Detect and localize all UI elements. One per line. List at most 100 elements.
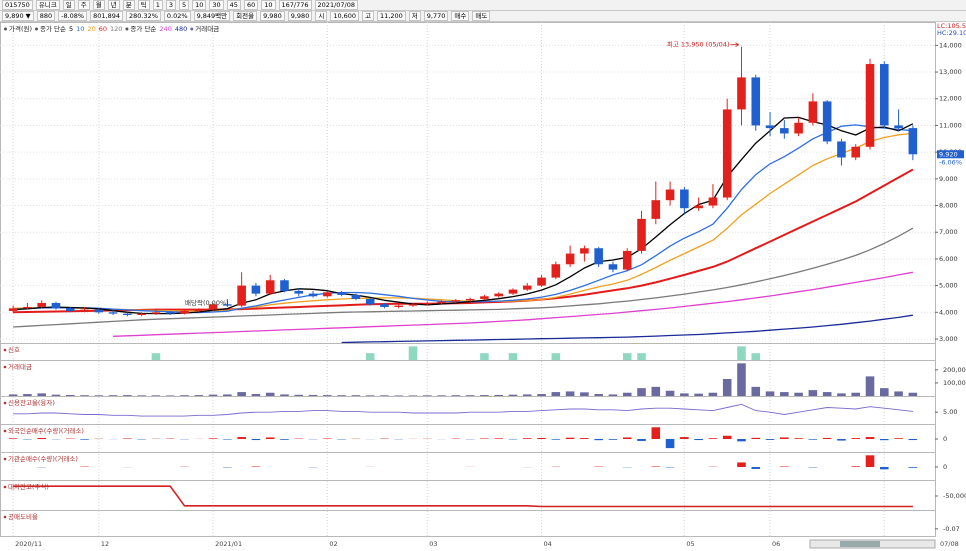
toolbar-button[interactable]: 10 <box>261 0 276 10</box>
bar <box>808 390 818 396</box>
bar <box>680 393 689 396</box>
candle-body <box>794 122 803 134</box>
bar <box>622 392 632 396</box>
candle-body <box>80 309 89 311</box>
candle-body <box>837 141 846 158</box>
candle-body <box>751 77 761 126</box>
bar <box>522 438 532 439</box>
bar <box>737 346 746 360</box>
bar <box>765 391 775 396</box>
candle-body <box>622 250 632 270</box>
bar <box>151 395 161 396</box>
bar <box>665 390 675 396</box>
bar <box>680 437 689 439</box>
x-tick-label: 03 <box>429 540 437 548</box>
panel-frame <box>0 452 936 481</box>
bar <box>365 395 375 396</box>
bar <box>51 394 61 396</box>
toolbar-button[interactable]: 45 <box>226 0 241 10</box>
candle-body <box>137 313 146 315</box>
toolbar-button[interactable]: 015750 <box>2 0 33 10</box>
toolbar-button[interactable]: 2021/07/08 <box>314 0 358 10</box>
bar <box>522 394 532 396</box>
candle-body <box>280 280 289 291</box>
bar <box>780 437 789 439</box>
candle-body <box>694 205 703 209</box>
bar <box>337 395 346 396</box>
candle-body <box>37 302 46 307</box>
panel-dot <box>3 485 7 489</box>
candle-body <box>765 125 775 129</box>
legend-dot <box>35 27 39 31</box>
bar <box>880 467 889 470</box>
bar <box>8 394 18 396</box>
toolbar-button[interactable]: 5 <box>178 0 190 10</box>
candle-body <box>251 285 261 294</box>
bar <box>651 466 661 467</box>
toolbar-button[interactable]: 1 <box>152 0 163 10</box>
bar <box>323 438 332 439</box>
x-tick-label: 06 <box>772 540 780 548</box>
toolbar: 015750 유니크 일 주 월 년 분 틱 1 3 5 10 30 45 60 10 167/776 2021/… <box>0 0 966 11</box>
candle-body <box>223 304 232 306</box>
toolbar-button[interactable]: 분 <box>122 0 135 10</box>
bar <box>794 392 803 396</box>
bar <box>665 439 675 449</box>
x-tick-label: 2021/01 <box>215 540 242 548</box>
bar <box>865 455 875 467</box>
candle-body <box>65 308 75 311</box>
candle-body <box>451 300 461 302</box>
toolbar-button[interactable]: 월 <box>92 0 105 10</box>
candle-body <box>380 304 389 307</box>
bar <box>622 437 632 439</box>
bar <box>37 393 46 396</box>
toolbar-button[interactable]: 60 <box>243 0 259 10</box>
candle-body <box>394 305 404 307</box>
candle-body <box>208 304 218 310</box>
ma-line <box>13 168 914 314</box>
candle-body <box>265 280 275 294</box>
candle-body <box>408 304 418 306</box>
panel-dot <box>3 348 7 352</box>
bar <box>265 392 275 396</box>
bar <box>551 353 561 360</box>
bar <box>851 438 861 439</box>
y-tick-label: -0.07 <box>943 525 960 533</box>
toolbar-button[interactable]: 167/776 <box>278 0 312 10</box>
candle-body <box>822 101 832 142</box>
bar <box>865 376 875 396</box>
bar <box>880 388 889 396</box>
y-tick-label: 14,000 <box>939 41 962 49</box>
toolbar-button[interactable]: 유니크 <box>35 0 60 10</box>
bar <box>694 439 703 441</box>
toolbar-button[interactable]: 30 <box>209 0 224 10</box>
bar <box>108 395 118 396</box>
candle-body <box>94 309 104 313</box>
toolbar-button[interactable]: 년 <box>107 0 120 10</box>
bar <box>223 439 232 440</box>
bar <box>237 437 246 439</box>
toolbar-button[interactable]: 일 <box>62 0 75 10</box>
panel-title: 거래대금 <box>8 362 32 371</box>
y-tick-label: -50,000 <box>943 492 966 500</box>
bar <box>780 466 789 467</box>
bar <box>237 392 246 396</box>
bar <box>8 438 18 439</box>
quote-field: 저 <box>408 11 421 21</box>
y-tick-label: 5.00 <box>943 408 957 416</box>
end-date-label: 07/08 <box>940 540 959 548</box>
bar <box>822 437 832 439</box>
quote-field: 9,980 <box>287 11 313 21</box>
toolbar-button[interactable]: 틱 <box>137 0 150 10</box>
legend-label: 종가 단순 <box>130 24 156 33</box>
bar <box>80 439 89 440</box>
panel-dot <box>3 401 7 405</box>
toolbar-button[interactable]: 10 <box>192 0 207 10</box>
candle-body <box>494 293 503 297</box>
bar <box>737 439 746 442</box>
bar <box>208 394 218 396</box>
toolbar-button[interactable]: 주 <box>77 0 90 10</box>
ma-line <box>13 116 914 315</box>
toolbar-button[interactable]: 3 <box>165 0 176 10</box>
legend-label: 종가 단순 <box>40 24 66 33</box>
